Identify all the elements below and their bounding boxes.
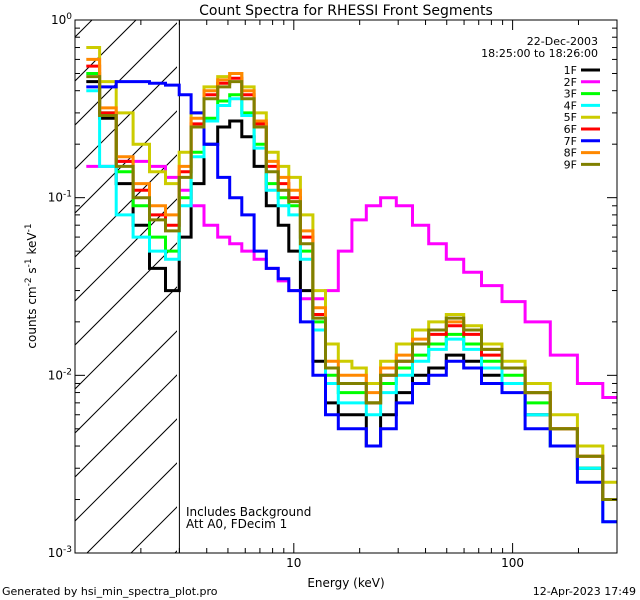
y-tick-label: 100 — [51, 12, 72, 27]
legend-label-2F: 2F — [564, 76, 577, 89]
legend-label-9F: 9F — [564, 158, 577, 171]
y-axis-label: counts cm-2 s-1 keV-1 — [24, 223, 39, 348]
legend-label-7F: 7F — [564, 135, 577, 148]
y-tick-label: 10-2 — [48, 367, 72, 382]
x-axis-label: Energy (keV) — [307, 576, 384, 590]
y-tick-label: 10-1 — [48, 190, 72, 205]
annotation-attenuator: Att A0, FDecim 1 — [186, 517, 287, 531]
footer-generated-by: Generated by hsi_min_spectra_plot.pro — [2, 585, 218, 598]
series-lines — [86, 46, 617, 524]
plot-frame — [74, 19, 618, 554]
annotation-background: Includes Background — [186, 505, 311, 519]
hatch-line — [75, 374, 177, 478]
hatch-line — [75, 418, 177, 522]
x-tick-label: 10 — [286, 556, 301, 570]
chart-title: Count Spectra for RHESSI Front Segments — [199, 3, 493, 19]
header-date: 22-Dec-2003 — [527, 35, 598, 48]
series-line-7F — [86, 80, 617, 524]
legend-label-4F: 4F — [564, 99, 577, 112]
legend-label-1F: 1F — [564, 64, 577, 77]
x-tick-label: 100 — [501, 556, 524, 570]
axis-tick-labels: 10 100 100 10-1 10-2 10-3 — [48, 12, 524, 570]
legend-label-6F: 6F — [564, 123, 577, 136]
footer-timestamp: 12-Apr-2023 17:49 — [533, 585, 636, 598]
hatch-line — [75, 22, 177, 126]
legend-label-5F: 5F — [564, 111, 577, 124]
hatch-line — [75, 242, 177, 346]
series-line-9F — [86, 75, 617, 501]
hatch-line — [75, 198, 177, 302]
axis-ticks — [74, 19, 618, 554]
legend-label-3F: 3F — [564, 88, 577, 101]
header-time-range: 18:25:00 to 18:26:00 — [481, 47, 598, 60]
legend-label-8F: 8F — [564, 147, 577, 160]
hatch-line — [86, 462, 177, 553]
y-tick-label: 10-3 — [48, 545, 72, 560]
hatched-region — [75, 20, 177, 553]
hatch-line — [75, 66, 177, 170]
